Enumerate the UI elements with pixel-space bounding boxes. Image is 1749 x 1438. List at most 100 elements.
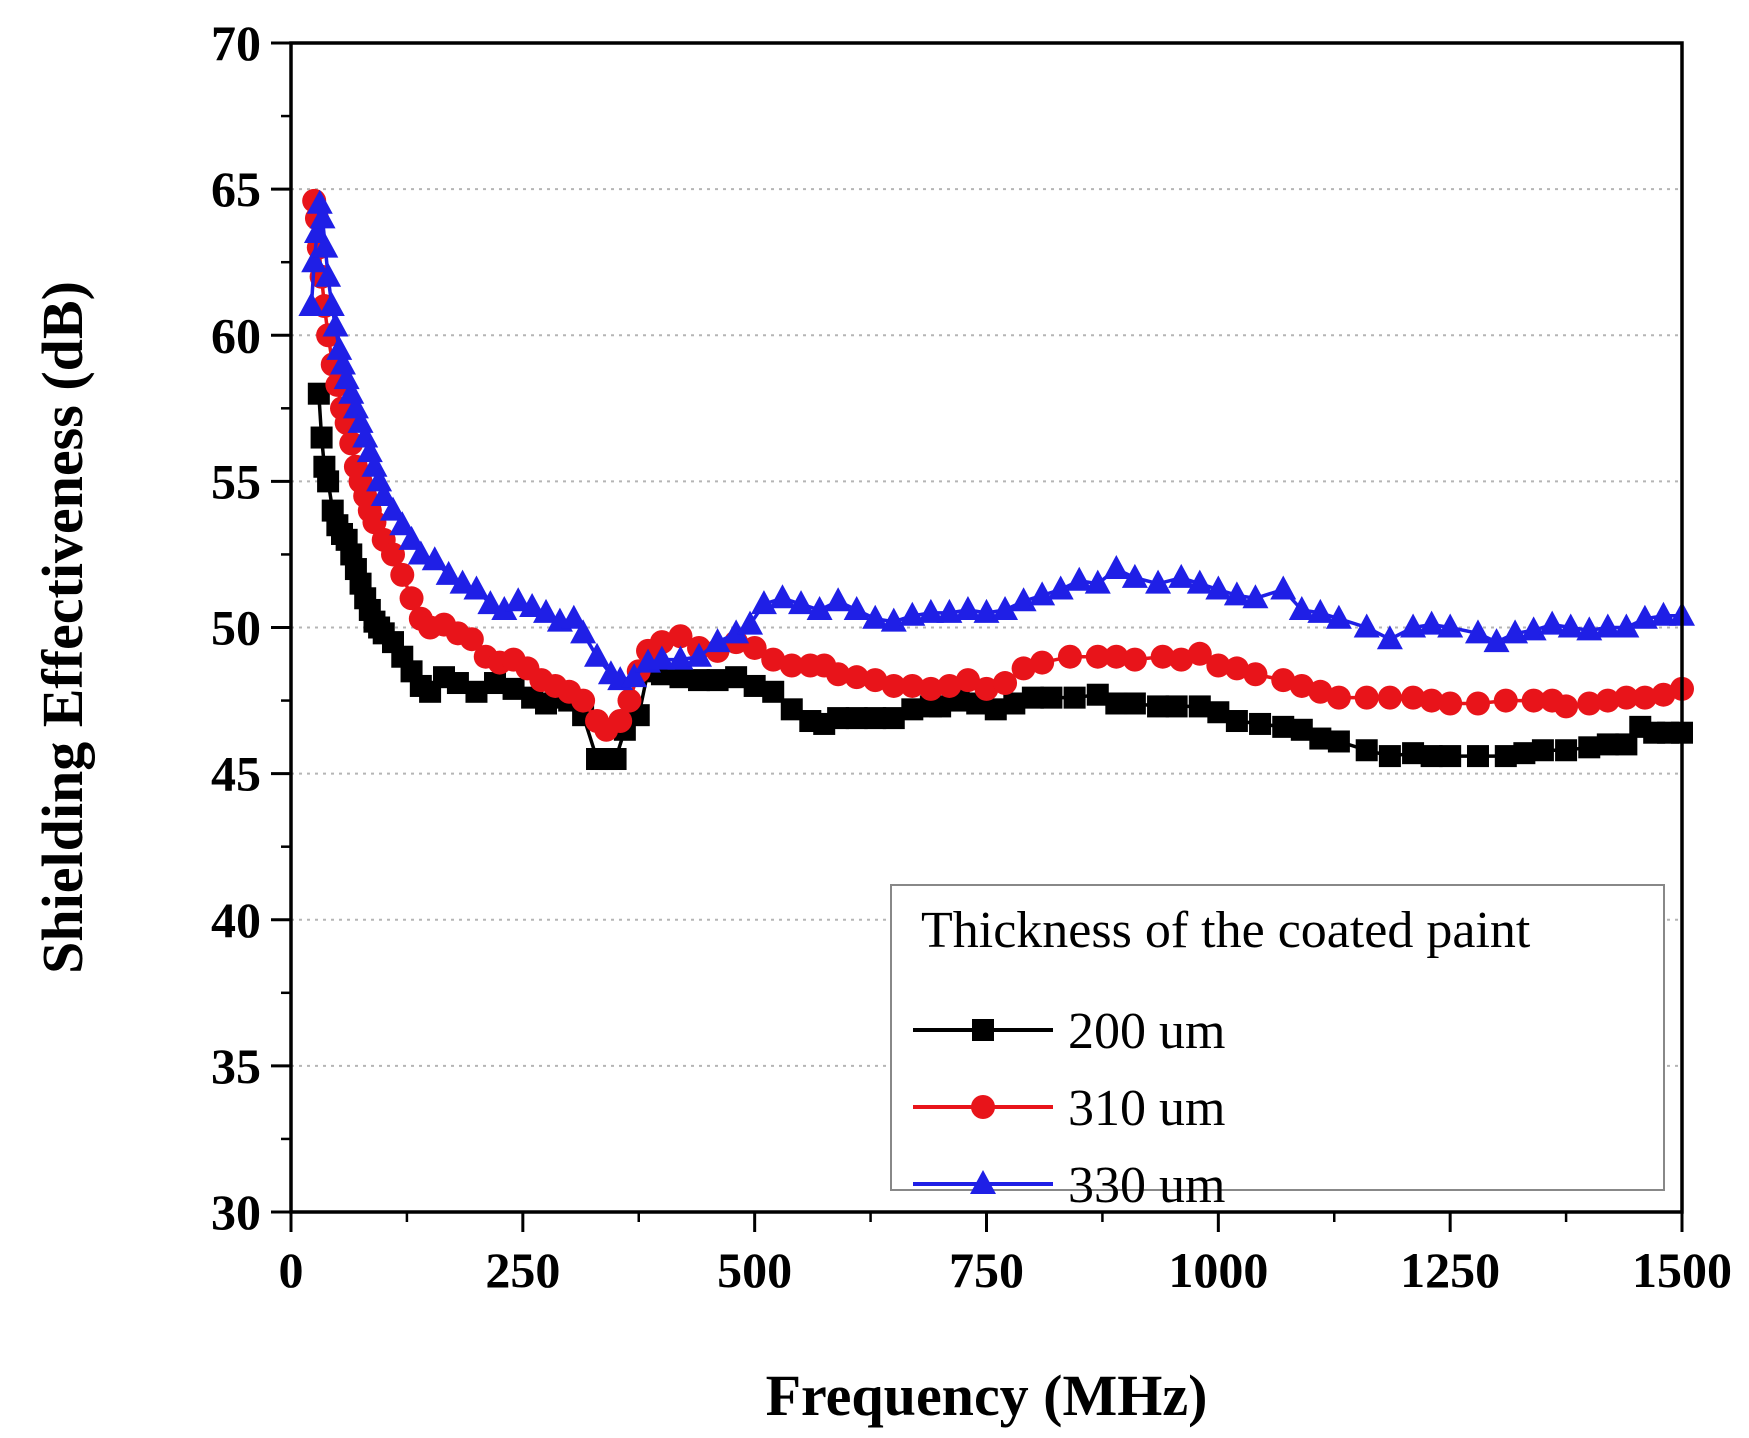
data-point: [1145, 569, 1172, 594]
legend-label: 310 um: [1068, 1080, 1225, 1137]
data-point: [398, 525, 425, 550]
data-point: [955, 668, 980, 693]
data-point: [519, 593, 546, 618]
data-point: [1223, 581, 1250, 606]
data-point: [1577, 691, 1602, 716]
data-point: [881, 673, 906, 698]
data-point: [984, 698, 1007, 721]
data-point: [326, 335, 353, 360]
data-point: [1539, 610, 1566, 635]
y-tick-label: 50: [211, 600, 261, 656]
data-point: [954, 595, 981, 620]
data-point: [1225, 710, 1248, 733]
data-point: [303, 218, 330, 243]
data-point: [1325, 604, 1352, 629]
data-point: [917, 598, 944, 623]
data-point: [862, 604, 889, 629]
data-point: [1040, 686, 1063, 709]
data-point: [1402, 742, 1425, 765]
data-point: [1355, 739, 1378, 762]
data-point: [298, 292, 325, 317]
data-point: [900, 673, 925, 698]
data-point: [882, 707, 905, 730]
data-point: [1420, 745, 1443, 768]
data-point: [1327, 730, 1350, 753]
data-point: [1418, 610, 1445, 635]
data-point: [1521, 688, 1546, 713]
data-point: [407, 540, 434, 565]
data-point: [1123, 692, 1146, 715]
data-point: [826, 662, 851, 687]
data-point: [936, 598, 963, 623]
data-point: [737, 610, 764, 635]
data-point: [1554, 694, 1579, 719]
data-point: [1309, 727, 1332, 750]
legend-entry: 330 um: [913, 1157, 1225, 1214]
data-point: [315, 262, 342, 287]
data-point: [1168, 563, 1195, 588]
data-point: [993, 671, 1018, 696]
data-point: [901, 698, 924, 721]
data-point: [725, 666, 748, 689]
data-point: [317, 470, 340, 493]
data-point: [1150, 644, 1175, 669]
data-point: [1353, 613, 1380, 638]
data-point: [864, 707, 887, 730]
data-point: [1531, 739, 1554, 762]
data-point: [899, 601, 926, 626]
data-point: [1289, 673, 1314, 698]
data-point: [318, 292, 345, 317]
data-point: [1290, 718, 1313, 741]
data-point: [312, 233, 339, 258]
data-point: [1003, 692, 1026, 715]
data-point: [686, 642, 713, 667]
legend-label: 330 um: [1068, 1157, 1225, 1214]
data-point: [1224, 656, 1249, 681]
data-point: [309, 204, 336, 229]
legend-entry: 200 um: [913, 1003, 1225, 1060]
data-point: [918, 676, 943, 701]
data-point: [1103, 555, 1130, 580]
data-point: [742, 635, 767, 660]
data-point: [570, 619, 597, 644]
data-point: [370, 481, 397, 506]
data-point: [1464, 619, 1491, 644]
y-tick-label: 60: [211, 307, 261, 363]
data-point: [769, 584, 796, 609]
data-point: [649, 630, 674, 655]
series-330-um: [298, 189, 1695, 691]
legend-entry: 310 um: [913, 1080, 1225, 1137]
data-point: [465, 680, 488, 703]
data-point: [347, 408, 374, 433]
data-point: [1147, 695, 1170, 718]
data-point: [1466, 745, 1489, 768]
data-point: [1271, 668, 1296, 693]
data-point: [584, 642, 611, 667]
data-point: [929, 695, 952, 718]
y-tick-label: 70: [211, 15, 261, 71]
data-point: [390, 562, 415, 587]
data-point: [1307, 598, 1334, 623]
data-point: [863, 668, 888, 693]
data-point: [307, 382, 330, 405]
data-point: [1378, 745, 1401, 768]
data-point: [322, 312, 349, 337]
data-point: [761, 647, 786, 672]
data-point: [1308, 679, 1333, 704]
data-point: [806, 595, 833, 620]
data-point: [301, 248, 328, 273]
x-tick-label: 500: [717, 1242, 792, 1298]
data-point: [844, 665, 869, 690]
data-point: [1011, 656, 1036, 681]
data-point: [1249, 712, 1272, 735]
data-point: [667, 645, 694, 670]
data-point: [1502, 619, 1529, 644]
data-point: [421, 546, 448, 571]
data-point: [1122, 647, 1147, 672]
data-point: [1084, 569, 1111, 594]
data-point: [1513, 742, 1536, 765]
legend-title: Thickness of the coated paint: [921, 902, 1531, 959]
y-tick-label: 40: [211, 892, 261, 948]
data-point: [1377, 685, 1402, 710]
